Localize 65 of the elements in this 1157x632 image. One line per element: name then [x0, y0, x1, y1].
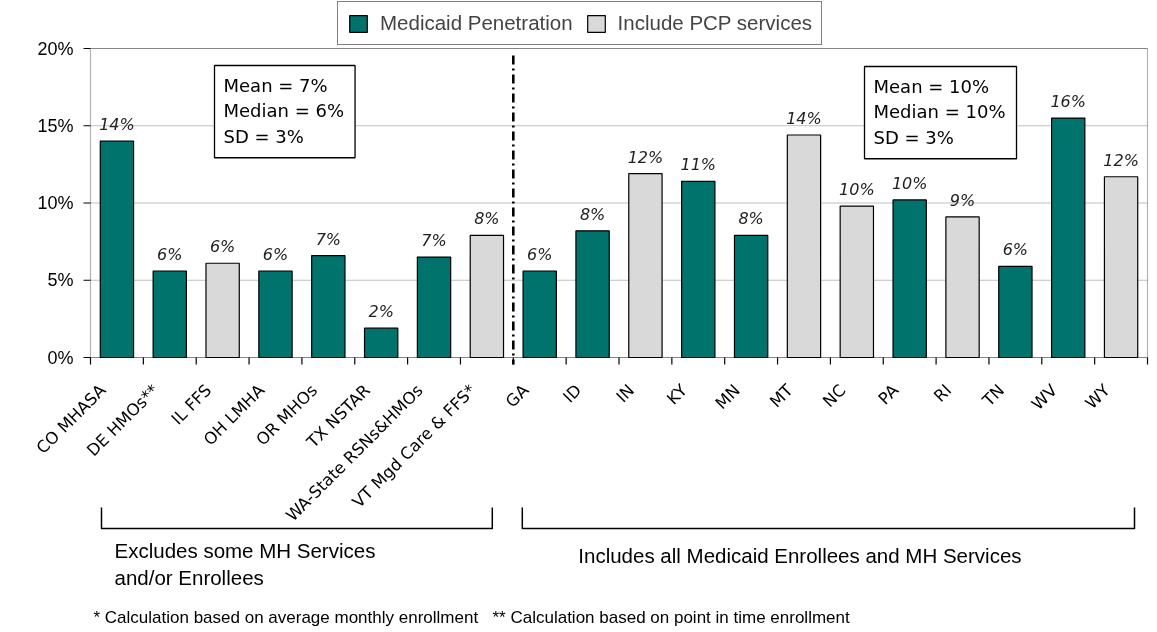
- legend-label: Medicaid Penetration: [380, 11, 573, 35]
- data-label: 16%: [1050, 92, 1087, 112]
- data-label: 9%: [949, 190, 976, 210]
- bar: [628, 173, 663, 359]
- y-tick-label: 20%: [37, 38, 74, 59]
- bar: [945, 216, 980, 359]
- x-tick-label: RI: [930, 380, 956, 406]
- data-label: 8%: [579, 204, 606, 224]
- bar: [522, 270, 557, 359]
- x-tick-label: MT: [766, 380, 798, 412]
- x-tick-label: ID: [559, 380, 586, 407]
- bar: [363, 327, 399, 359]
- x-tick-label: GA: [501, 380, 533, 412]
- bar: [1050, 117, 1086, 359]
- x-tick-label: WY: [1081, 380, 1115, 413]
- bar: [892, 199, 927, 359]
- data-label: 6%: [262, 244, 289, 264]
- bar: [99, 140, 135, 359]
- bar: [681, 180, 716, 359]
- x-tick-label: TN: [978, 380, 1009, 411]
- x-tick-label: KY: [663, 380, 692, 409]
- bar: [258, 270, 293, 359]
- y-tick-label: 0%: [47, 347, 74, 368]
- bar: [998, 265, 1033, 359]
- bar: [1103, 176, 1139, 359]
- bar: [575, 230, 610, 359]
- bar: [839, 205, 875, 359]
- data-label: 10%: [839, 180, 875, 200]
- data-label: 6%: [1002, 240, 1029, 260]
- bar: [416, 256, 452, 359]
- data-label: 7%: [315, 229, 342, 249]
- annotation: Mean = 10% Median = 10% SD = 3%: [873, 75, 1006, 148]
- text: Excludes some MH Services and/or Enrollees: [114, 538, 376, 589]
- data-label: 12%: [627, 147, 664, 167]
- data-label: 10%: [891, 173, 928, 193]
- bar: [786, 134, 822, 359]
- data-label: 6%: [209, 237, 236, 257]
- x-tick-label: WV: [1027, 380, 1062, 414]
- bar: [469, 234, 505, 359]
- data-label: 7%: [421, 231, 447, 251]
- x-tick-label: PA: [874, 380, 903, 409]
- text: * Calculation based on average monthly enrollment: [93, 607, 479, 627]
- data-label: 8%: [738, 209, 764, 229]
- data-label: 12%: [1103, 150, 1139, 170]
- y-tick-label: 15%: [37, 115, 74, 136]
- data-label: 6%: [157, 244, 183, 264]
- x-tick-label: NC: [819, 380, 850, 412]
- bar: [733, 234, 769, 359]
- bar: [311, 254, 346, 359]
- y-tick-label: 10%: [37, 193, 74, 213]
- x-tick-label: MN: [711, 380, 744, 414]
- bar: [205, 262, 240, 359]
- legend-label: Include PCP services: [617, 11, 813, 35]
- annotation: Mean = 7% Median = 6% SD = 3%: [223, 74, 345, 147]
- data-label: 14%: [99, 115, 135, 135]
- data-label: 2%: [368, 302, 394, 322]
- data-label: 8%: [474, 209, 500, 229]
- text: Includes all Medicaid Enrollees and MH Services: [578, 543, 1022, 567]
- data-label: 6%: [527, 244, 553, 264]
- y-tick-label: 5%: [47, 270, 74, 291]
- text: ** Calculation based on point in time enrollment: [492, 607, 850, 627]
- data-label: 11%: [680, 155, 717, 175]
- data-label: 14%: [786, 109, 822, 129]
- bar: [152, 270, 188, 359]
- x-tick-label: IN: [612, 380, 639, 407]
